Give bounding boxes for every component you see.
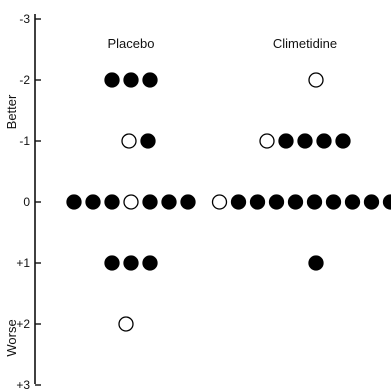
filled-point-placebo-3-0	[104, 255, 120, 271]
filled-point-placebo-2-4	[142, 194, 158, 210]
y-tick-label-1: -2	[19, 73, 30, 87]
filled-point-placebo-0-2	[142, 72, 158, 88]
filled-point-climetidine-2-3	[268, 194, 285, 210]
filled-point-placebo-0-0	[104, 72, 120, 88]
filled-point-climetidine-2-2	[249, 194, 266, 210]
group-label-climetidine: Climetidine	[273, 36, 337, 51]
filled-point-placebo-3-1	[123, 255, 139, 271]
filled-point-climetidine-2-9	[382, 194, 391, 210]
filled-point-placebo-3-2	[142, 255, 158, 271]
y-tick-label-2: -1	[19, 134, 30, 148]
axis-annotation-worse: Worse	[4, 319, 19, 356]
filled-point-placebo-2-6	[180, 194, 196, 210]
filled-point-placebo-0-1	[123, 72, 139, 88]
open-point-climetidine-0-0	[308, 72, 324, 88]
y-tick-label-6: +3	[16, 378, 30, 391]
data-points	[66, 72, 391, 332]
filled-point-climetidine-2-4	[287, 194, 304, 210]
y-tick-label-0: -3	[19, 12, 30, 26]
open-point-placebo-1-0	[121, 133, 137, 149]
filled-point-placebo-2-1	[85, 194, 101, 210]
filled-point-climetidine-1-2	[297, 133, 313, 149]
open-point-placebo-4-0	[118, 316, 134, 332]
y-tick-label-4: +1	[16, 256, 30, 270]
filled-point-placebo-2-5	[161, 194, 177, 210]
group-label-placebo: Placebo	[108, 36, 155, 51]
filled-point-climetidine-2-1	[230, 194, 247, 210]
y-axis-ticks: -3 -2 -1 0 +1 +2 +3	[16, 12, 41, 391]
filled-point-climetidine-1-1	[278, 133, 294, 149]
filled-point-placebo-1-1	[140, 133, 156, 149]
filled-point-climetidine-1-3	[316, 133, 332, 149]
filled-point-placebo-2-0	[66, 194, 82, 210]
open-point-climetidine-2-0	[211, 194, 228, 210]
open-point-climetidine-1-0	[259, 133, 275, 149]
y-tick-label-5: +2	[16, 317, 30, 331]
filled-point-climetidine-2-6	[325, 194, 342, 210]
filled-point-climetidine-3-0	[308, 255, 324, 271]
filled-point-climetidine-2-8	[363, 194, 380, 210]
filled-point-climetidine-2-5	[306, 194, 323, 210]
filled-point-placebo-2-2	[104, 194, 120, 210]
axis-annotation-better: Better	[4, 94, 19, 129]
filled-point-climetidine-1-4	[335, 133, 351, 149]
y-tick-label-3: 0	[23, 195, 30, 209]
open-point-placebo-2-3	[123, 194, 139, 210]
filled-point-climetidine-2-7	[344, 194, 361, 210]
